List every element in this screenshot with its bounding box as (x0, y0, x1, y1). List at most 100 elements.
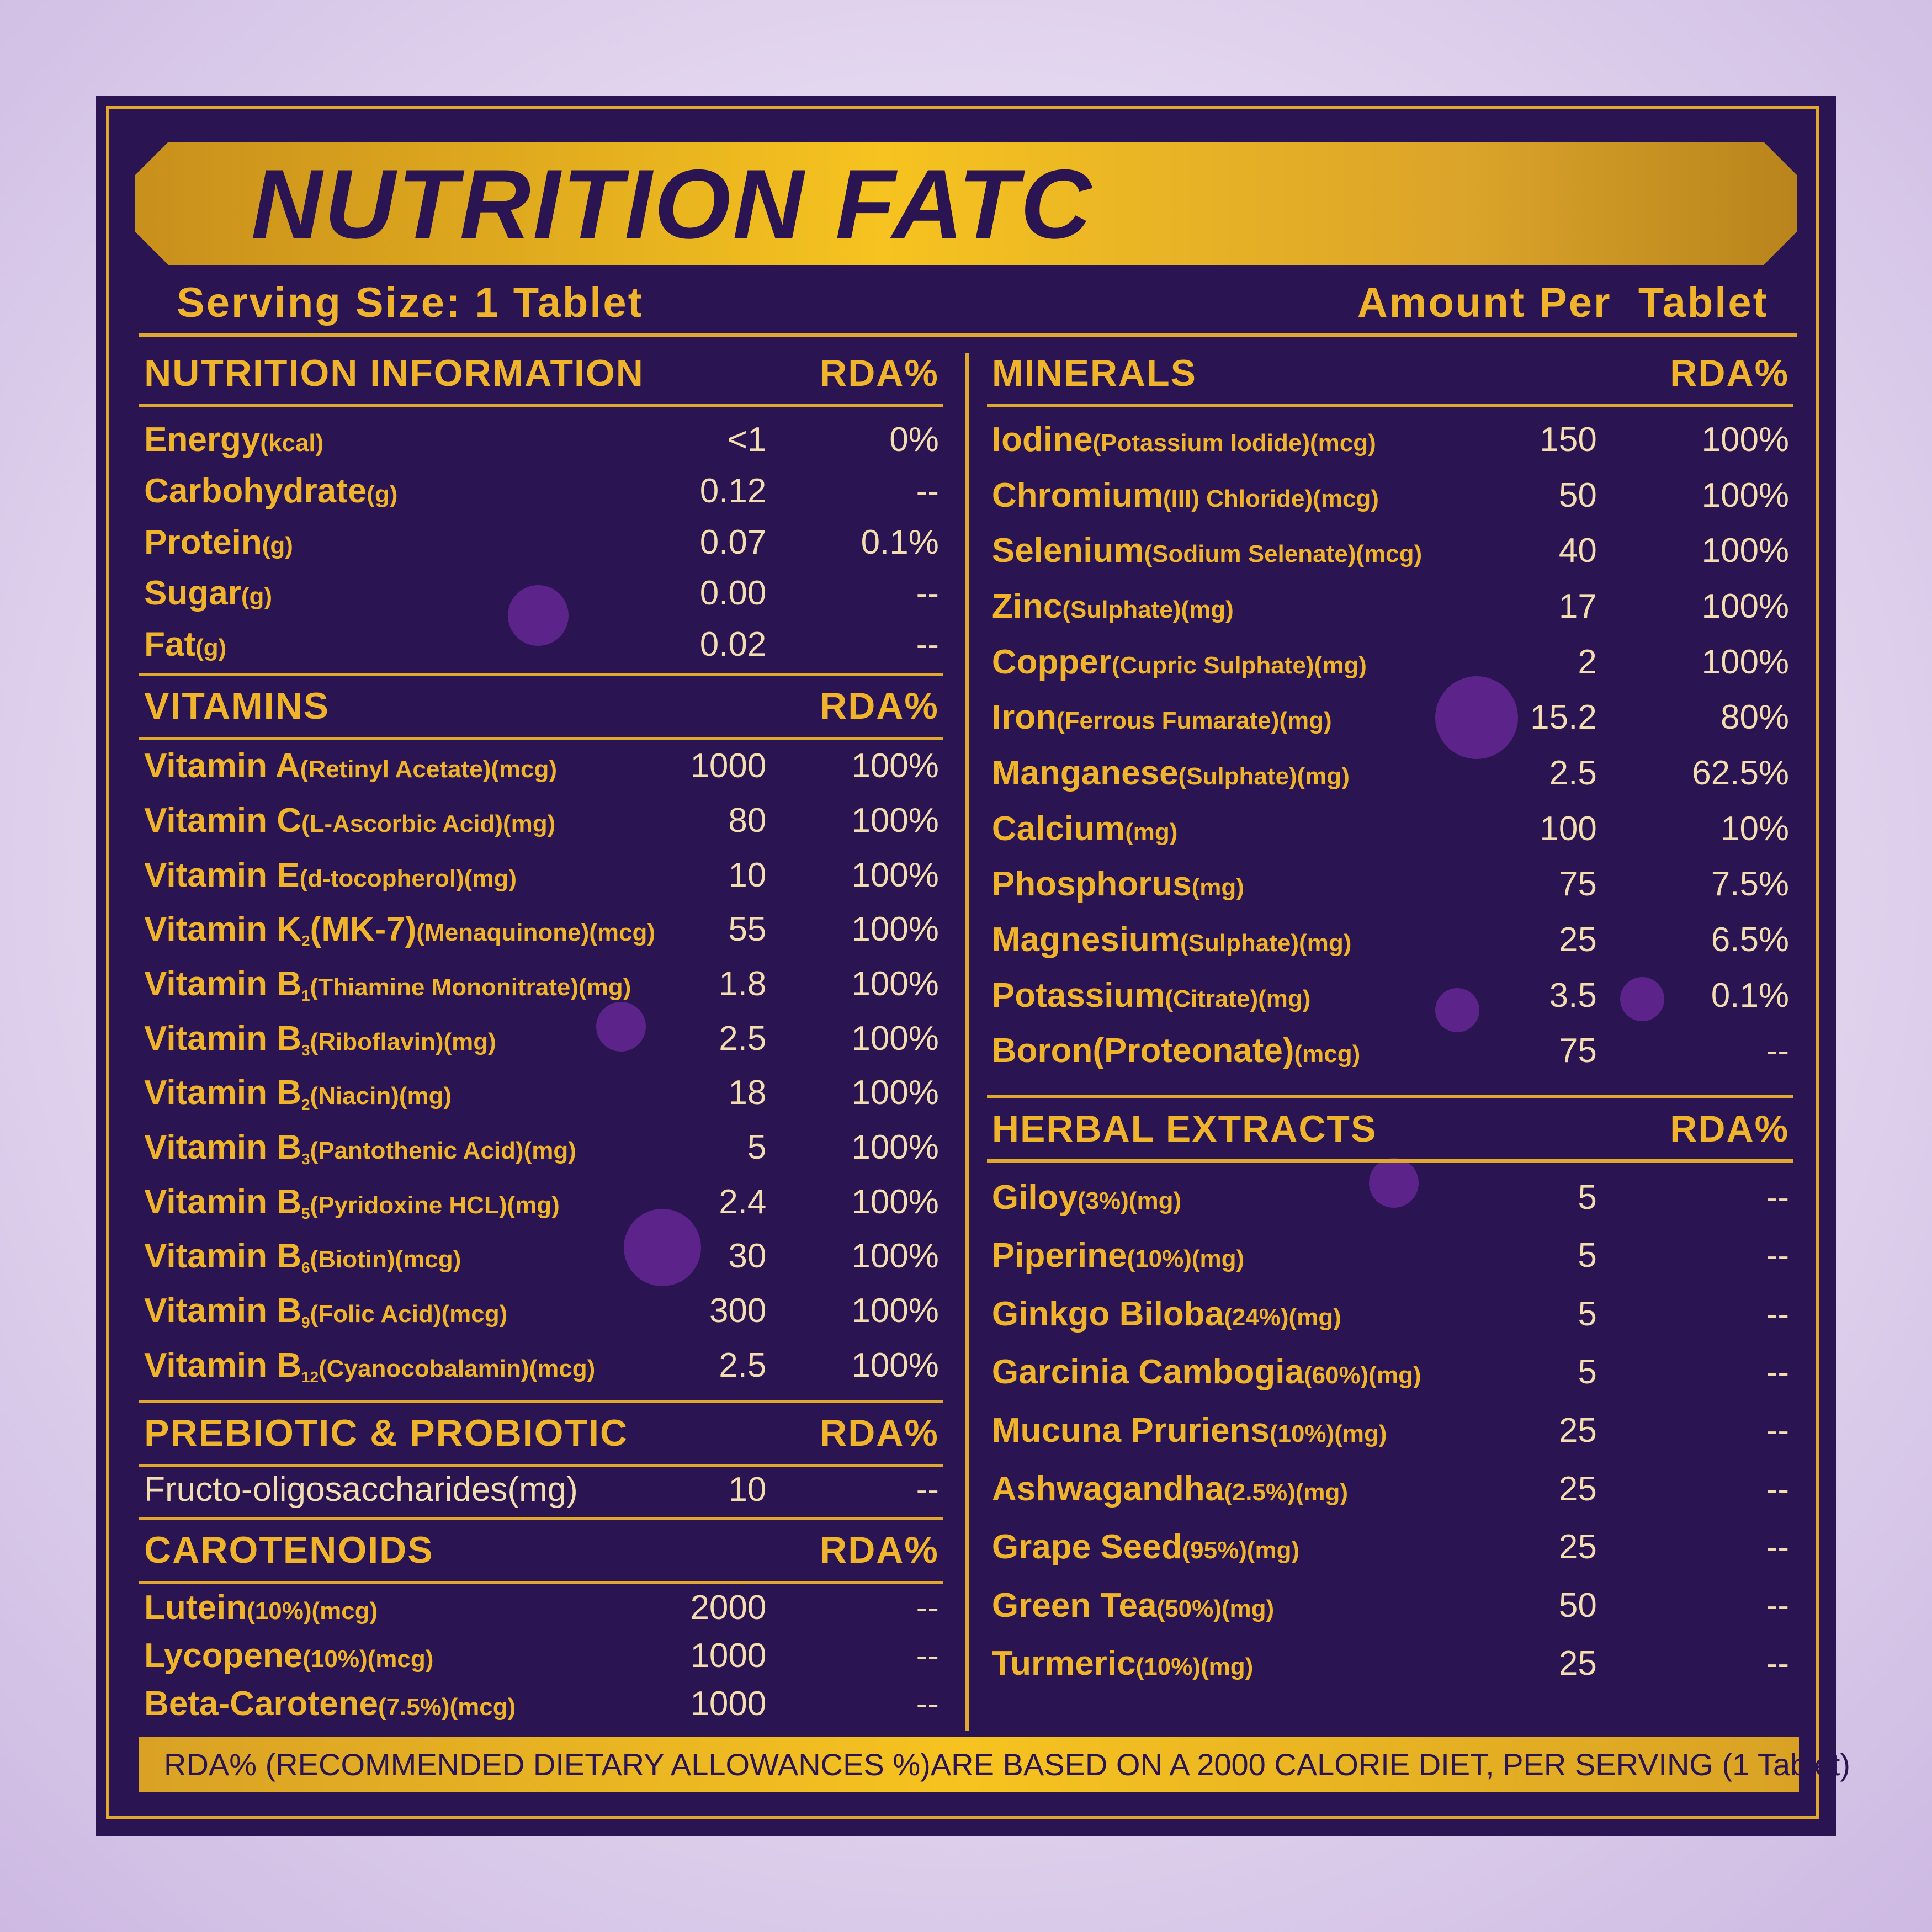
nutrient-detail: (Menaquinone)(mcg) (416, 919, 656, 947)
nutrient-name: Vitamin C (144, 802, 301, 840)
nutrient-name: Vitamin E (144, 856, 300, 894)
rda: 100% (851, 1292, 939, 1330)
subscript: 2 (301, 1096, 310, 1113)
amount: 100 (1540, 809, 1597, 848)
subscript: 5 (301, 1204, 310, 1222)
row-label: Grape Seed(95%)(mg) (992, 1525, 1299, 1573)
nutrient-name: (MK-7) (310, 910, 417, 949)
nutrient-name: Ginkgo Biloba (991, 1294, 1224, 1333)
row-label: Garcinia Cambogia(60%)(mg) (992, 1350, 1421, 1398)
row-label: Manganese(Sulphate)(mg) (992, 751, 1350, 799)
rda: 100% (851, 747, 939, 785)
nutrient-detail: (mg) (1191, 874, 1244, 901)
divider (986, 404, 1793, 408)
nutrient-detail: (Potassium Iodide)(mcg) (1092, 429, 1376, 457)
row-label: Vitamin B3(Pantothenic Acid)(mg) (144, 1126, 576, 1181)
nutrient-name: Vitamin B (144, 1346, 301, 1384)
amount: 5 (1578, 1178, 1597, 1217)
amount: 50 (1558, 1586, 1597, 1625)
row-label: Vitamin B1(Thiamine Mononitrate)(mg) (144, 962, 631, 1018)
nutrient-name: Copper (991, 643, 1112, 681)
nutrient-detail: (Pantothenic Acid)(mg) (310, 1137, 576, 1165)
nutrient-detail: (Sulphate)(mg) (1178, 762, 1350, 790)
rda: 100% (851, 1074, 939, 1112)
decor-dot (1620, 977, 1664, 1021)
row-label: Chromium(III) Chloride)(mcg) (992, 474, 1379, 521)
nutrient-name: Lycopene (144, 1637, 303, 1675)
row-label: Fructo-oligosaccharides(mg) (144, 1468, 578, 1512)
rda: 100% (1701, 587, 1790, 625)
nutrient-name: Giloy (991, 1178, 1078, 1217)
rda: 10% (1720, 809, 1790, 848)
row-label: Vitamin B12(Cyanocobalamin)(mcg) (144, 1344, 595, 1399)
amount: 75 (1558, 865, 1597, 904)
nutrient-detail: (L-Ascorbic Acid)(mg) (301, 810, 556, 838)
rda-header: RDA% (1670, 352, 1790, 395)
amount: 80 (728, 802, 767, 840)
rda: 0.1% (861, 523, 939, 561)
row-label: Vitamin B5(Pyridoxine HCL)(mg) (144, 1180, 560, 1236)
nutrient-name: Calcium (991, 809, 1126, 848)
amount: 2000 (690, 1588, 767, 1627)
rda: -- (1766, 1294, 1790, 1333)
rda: -- (1766, 1353, 1790, 1392)
amount: 2.5 (1549, 753, 1597, 792)
row-label: Vitamin A(Retinyl Acetate)(mcg) (144, 744, 557, 792)
nutrient-name: Grape Seed (991, 1528, 1182, 1567)
nutrient-name: Green Tea (991, 1586, 1157, 1625)
rda: 100% (1701, 476, 1790, 514)
nutrient-detail: (Thiamine Mononitrate)(mg) (310, 974, 631, 1001)
row-label: Phosphorus(mg) (992, 862, 1244, 910)
rda: 100% (851, 1182, 939, 1221)
nutrient-name: Garcinia Cambogia (991, 1353, 1304, 1392)
nutrient-name: Vitamin A (144, 747, 300, 785)
row-label: Ashwagandha(2.5%)(mg) (992, 1467, 1348, 1515)
row-label: Sugar(g) (144, 571, 272, 619)
nutrient-name: Vitamin B (144, 1292, 301, 1330)
amount: 2.4 (719, 1182, 767, 1221)
row-label: Turmeric(10%)(mg) (992, 1642, 1253, 1689)
nutrient-name: Lutein (144, 1588, 247, 1627)
nutrient-name: Fructo-oligosaccharides(mg) (144, 1470, 578, 1509)
nutrient-name: Sugar (144, 574, 241, 613)
title: NUTRITION FATC (251, 149, 1094, 259)
footnote-band (139, 1737, 1799, 1792)
amount: 150 (1540, 420, 1597, 459)
nutrient-name: Magnesium (991, 920, 1180, 959)
amount: 40 (1558, 532, 1597, 570)
nutrient-name: Ashwagandha (991, 1469, 1224, 1508)
nutrient-detail: (Biotin)(mcg) (310, 1246, 461, 1273)
nutrient-detail: (III) Chloride)(mcg) (1163, 485, 1379, 512)
rda: -- (1766, 1586, 1790, 1625)
row-label: Giloy(3%)(mg) (992, 1176, 1181, 1223)
divider (986, 1159, 1793, 1163)
amount: 2 (1578, 643, 1597, 681)
rda: 100% (851, 1346, 939, 1384)
divider (139, 333, 1797, 337)
serving-size: Serving Size: 1 Tablet (177, 279, 644, 326)
rda: -- (1766, 1528, 1790, 1567)
section-title: CAROTENOIDS (144, 1529, 434, 1572)
row-label: Selenium(Sodium Selenate)(mcg) (992, 529, 1422, 576)
amount: 0.00 (699, 574, 767, 613)
rda: 100% (851, 1237, 939, 1276)
nutrient-detail: (10%)(mg) (1135, 1653, 1254, 1681)
amount: 1.8 (719, 965, 767, 1004)
subscript: 12 (301, 1368, 319, 1386)
nutrient-name: Fat (144, 625, 196, 664)
rda: 100% (851, 1128, 939, 1167)
title-banner (135, 142, 1797, 265)
rda: 100% (851, 1019, 939, 1058)
row-label: Protein(g) (144, 521, 293, 568)
nutrient-detail: (Niacin)(mg) (310, 1082, 452, 1110)
rda: 6.5% (1711, 920, 1790, 959)
rda-header: RDA% (820, 685, 939, 728)
rda: -- (1766, 1178, 1790, 1217)
nutrient-detail: (Riboflavin)(mg) (310, 1028, 496, 1055)
row-label: Vitamin B2(Niacin)(mg) (144, 1071, 452, 1127)
section-title: MINERALS (991, 352, 1197, 395)
nutrient-name: Beta-Carotene (144, 1685, 378, 1723)
nutrient-detail: (mcg) (1294, 1041, 1361, 1068)
rda-header: RDA% (1670, 1107, 1790, 1150)
